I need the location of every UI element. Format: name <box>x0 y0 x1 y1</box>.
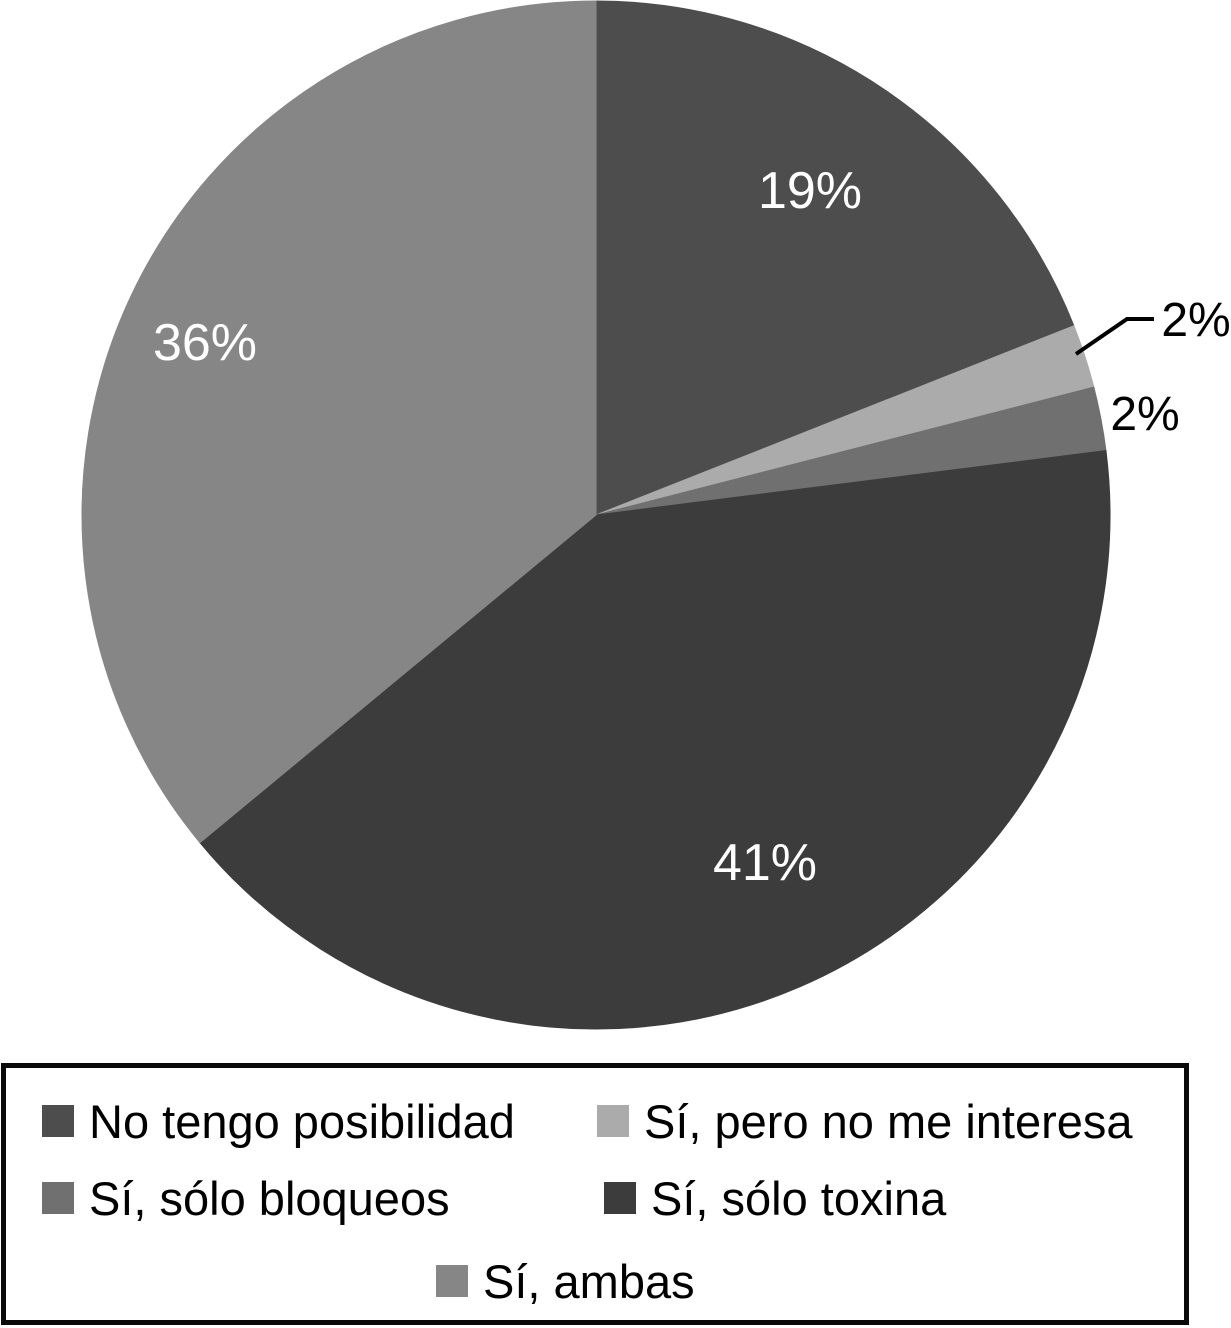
pie-value-label-2: 2% <box>1110 388 1179 441</box>
pie-value-label-1: 2% <box>1161 294 1230 347</box>
pie-slice-4 <box>81 0 597 844</box>
legend-label-si-solo-toxina: Sí, sólo toxina <box>651 1171 947 1225</box>
legend-label-si-pero-no-me-interesa: Sí, pero no me interesa <box>644 1094 1133 1148</box>
pie-slice-0 <box>595 0 1075 516</box>
legend-label-si-solo-bloqueos: Sí, sólo bloqueos <box>89 1171 450 1225</box>
pie-chart: 19% 2% 2% 41% 36% <box>81 0 1231 1030</box>
pie-value-label-4: 36% <box>153 314 257 372</box>
legend-swatch-si-solo-bloqueos <box>42 1182 74 1214</box>
legend: No tengo posibilidad Sí, pero no me inte… <box>1 1063 1189 1325</box>
legend-item-si-ambas: Sí, ambas <box>436 1253 695 1309</box>
pie-value-label-0: 19% <box>758 162 862 220</box>
legend-swatch-si-solo-toxina <box>604 1182 636 1214</box>
legend-item-no-tengo-posibilidad: No tengo posibilidad <box>42 1093 515 1149</box>
leader-line-slice-1 <box>1074 317 1154 356</box>
pie-value-label-3: 41% <box>713 834 817 892</box>
legend-item-si-pero-no-me-interesa: Sí, pero no me interesa <box>597 1093 1133 1149</box>
legend-item-si-solo-bloqueos: Sí, sólo bloqueos <box>42 1170 450 1226</box>
pie-slice-3 <box>199 450 1111 1030</box>
legend-label-no-tengo-posibilidad: No tengo posibilidad <box>89 1094 515 1148</box>
legend-swatch-si-pero-no-me-interesa <box>597 1105 629 1137</box>
legend-swatch-no-tengo-posibilidad <box>42 1105 74 1137</box>
legend-label-si-ambas: Sí, ambas <box>483 1254 695 1308</box>
legend-swatch-si-ambas <box>436 1265 468 1297</box>
legend-item-si-solo-toxina: Sí, sólo toxina <box>604 1170 946 1226</box>
